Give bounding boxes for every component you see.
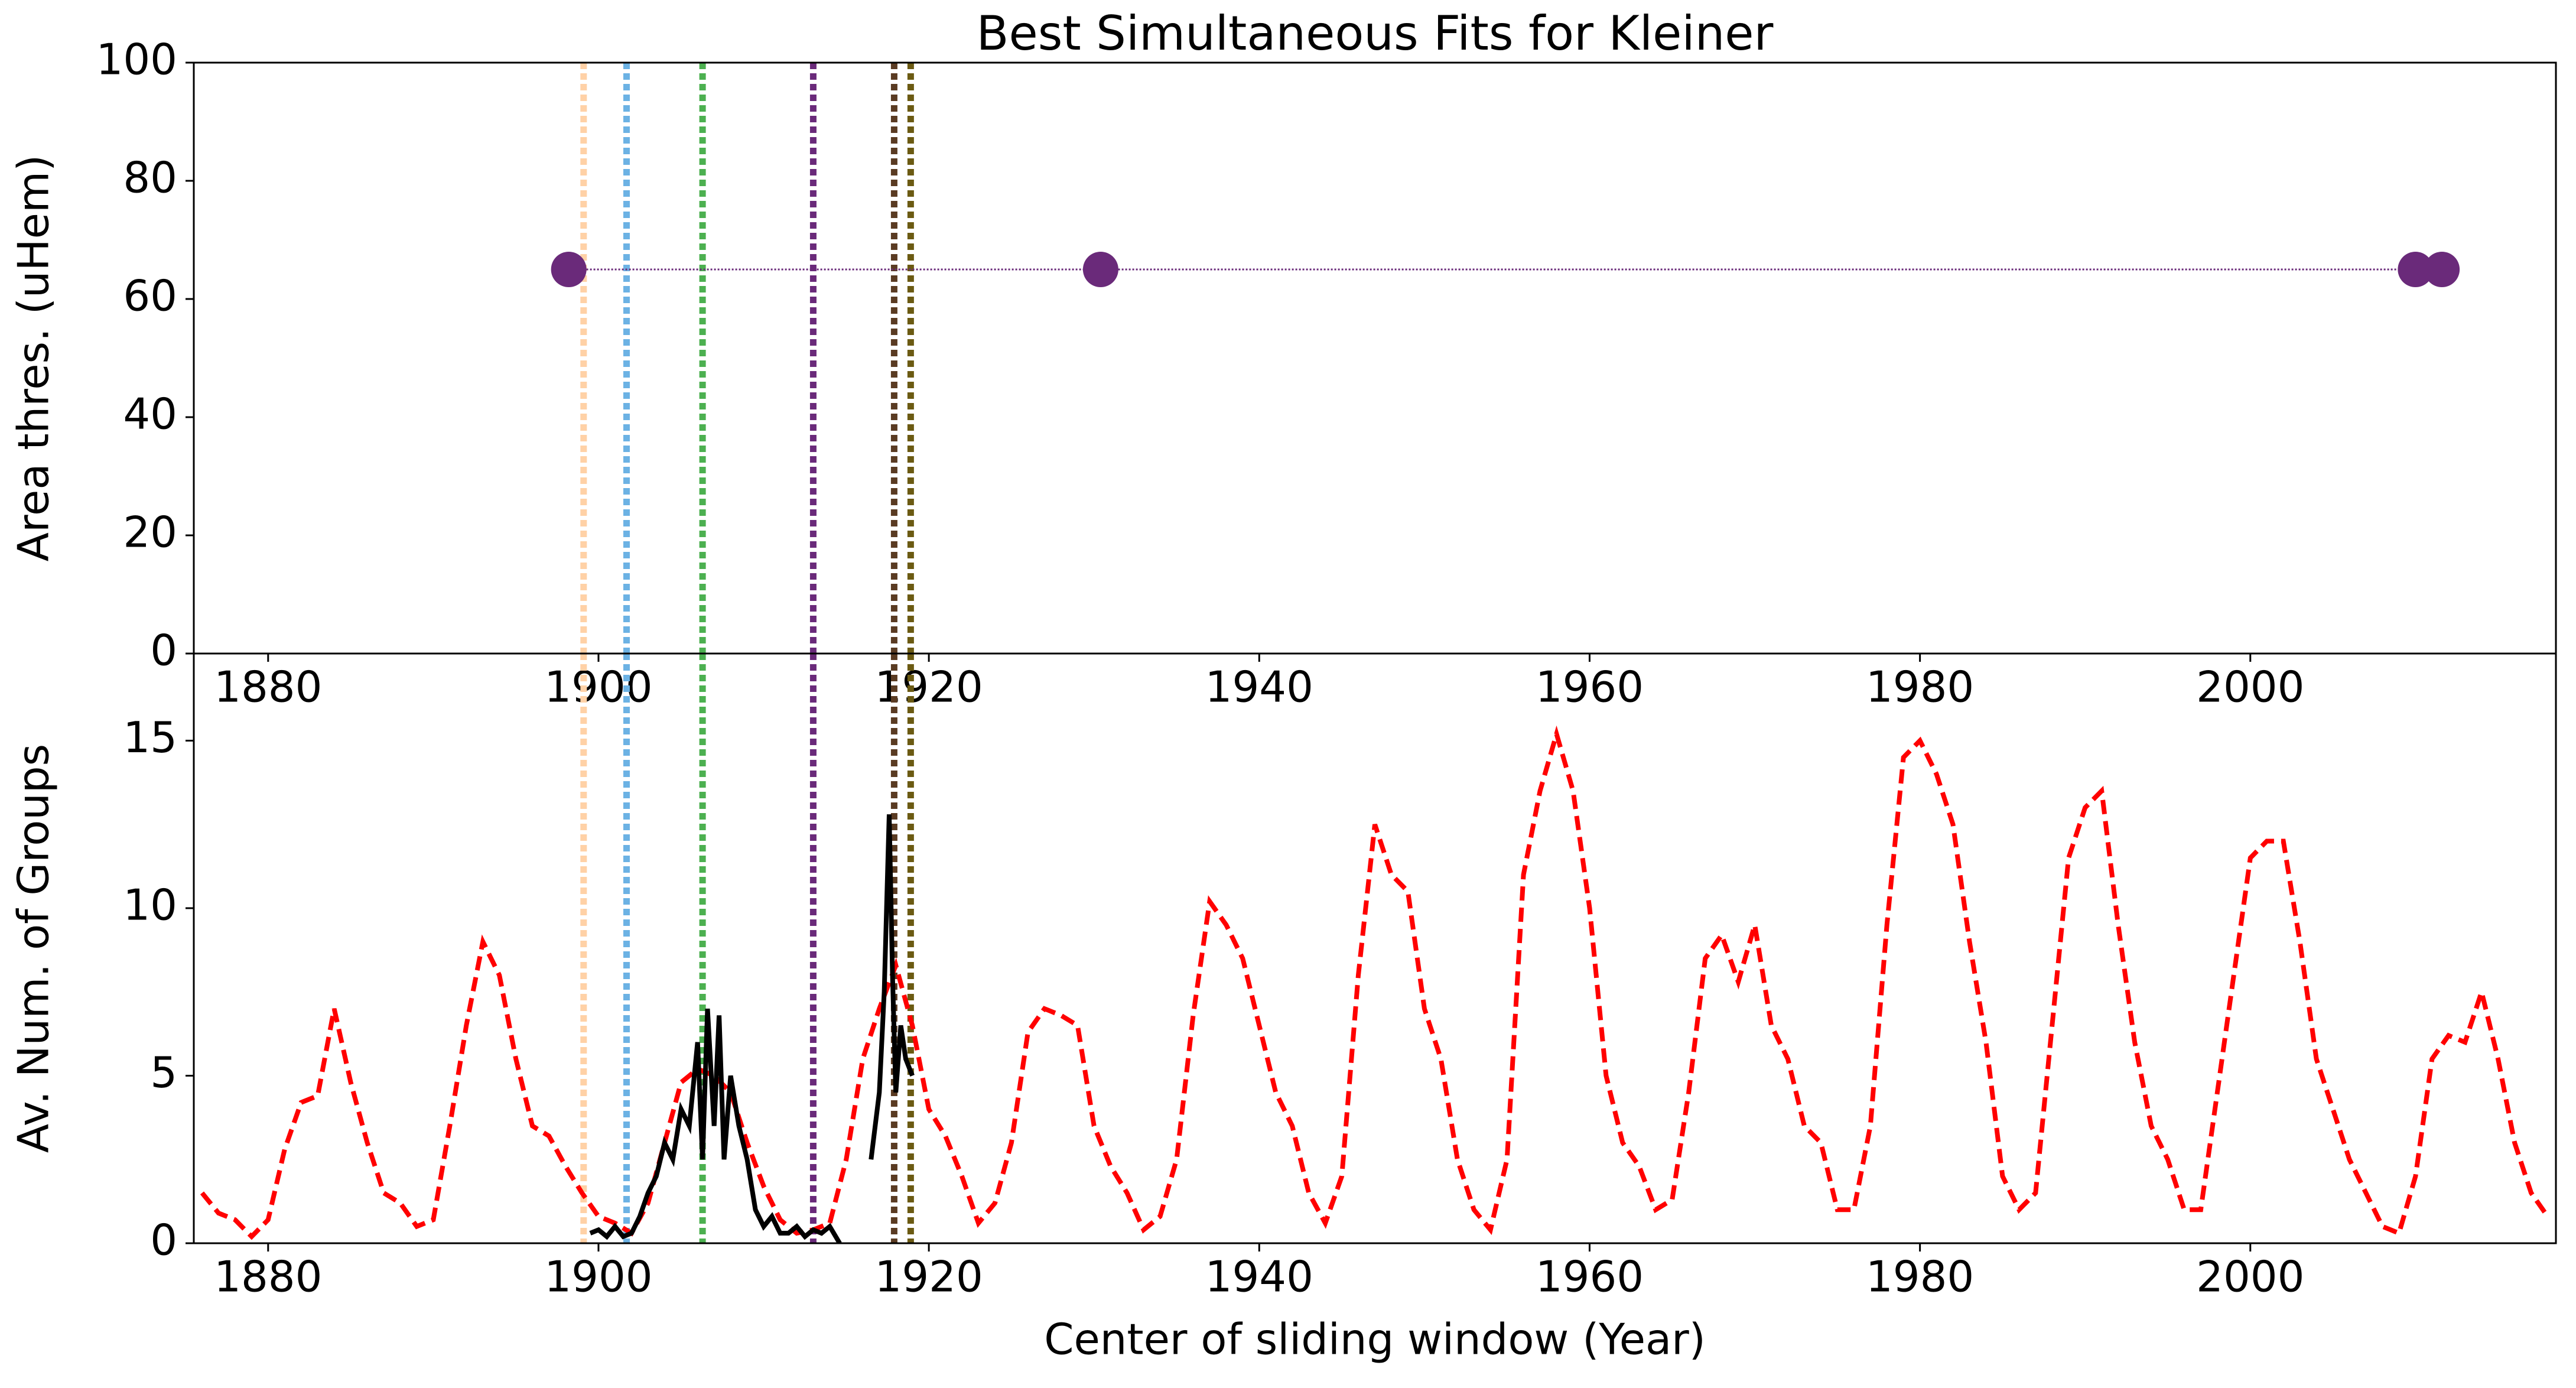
- y-tick-label: 0: [150, 1215, 177, 1265]
- x-tick-label: 1940: [1205, 1252, 1313, 1302]
- x-tick-label: 1900: [544, 662, 652, 712]
- x-tick-label: 1960: [1536, 662, 1644, 712]
- x-axis-label: Center of sliding window (Year): [1044, 1315, 1706, 1364]
- y-tick-label: 40: [123, 389, 177, 439]
- y-axis-label: Av. Num. of Groups: [9, 744, 58, 1153]
- y-tick-label: 100: [96, 35, 177, 84]
- y-tick-label: 0: [150, 626, 177, 675]
- x-tick-label: 1880: [214, 662, 322, 712]
- y-tick-label: 80: [123, 153, 177, 203]
- x-tick-label: 1980: [1866, 662, 1974, 712]
- y-tick-label: 15: [123, 713, 177, 762]
- x-tick-label: 2000: [2196, 1252, 2304, 1302]
- point: [551, 252, 587, 287]
- y-tick-label: 20: [123, 508, 177, 557]
- plot-area: [200, 725, 2550, 1243]
- axes-frame: [193, 652, 2557, 1244]
- x-tick-label: 1900: [544, 1252, 652, 1302]
- y-tick-label: 60: [123, 271, 177, 321]
- series-line: [589, 1008, 842, 1243]
- point: [2424, 252, 2460, 287]
- point: [2398, 252, 2434, 287]
- series-line: [200, 725, 2550, 1240]
- x-tick-label: 2000: [2196, 662, 2304, 712]
- axes-frame: [193, 61, 2557, 655]
- x-tick-label: 1960: [1536, 1252, 1644, 1302]
- y-axis-label: Area thres. (uHem): [9, 155, 58, 561]
- x-tick-label: 1880: [214, 1252, 322, 1302]
- y-tick-label: 5: [150, 1048, 177, 1097]
- y-tick-label: 10: [123, 880, 177, 929]
- x-tick-label: 1980: [1866, 1252, 1974, 1302]
- x-tick-label: 1920: [875, 1252, 983, 1302]
- plot-area: [551, 252, 2460, 287]
- series-line: [869, 814, 915, 1160]
- point: [1082, 252, 1118, 287]
- chart-title: Best Simultaneous Fits for Kleiner: [977, 6, 1774, 61]
- x-tick-label: 1940: [1205, 662, 1313, 712]
